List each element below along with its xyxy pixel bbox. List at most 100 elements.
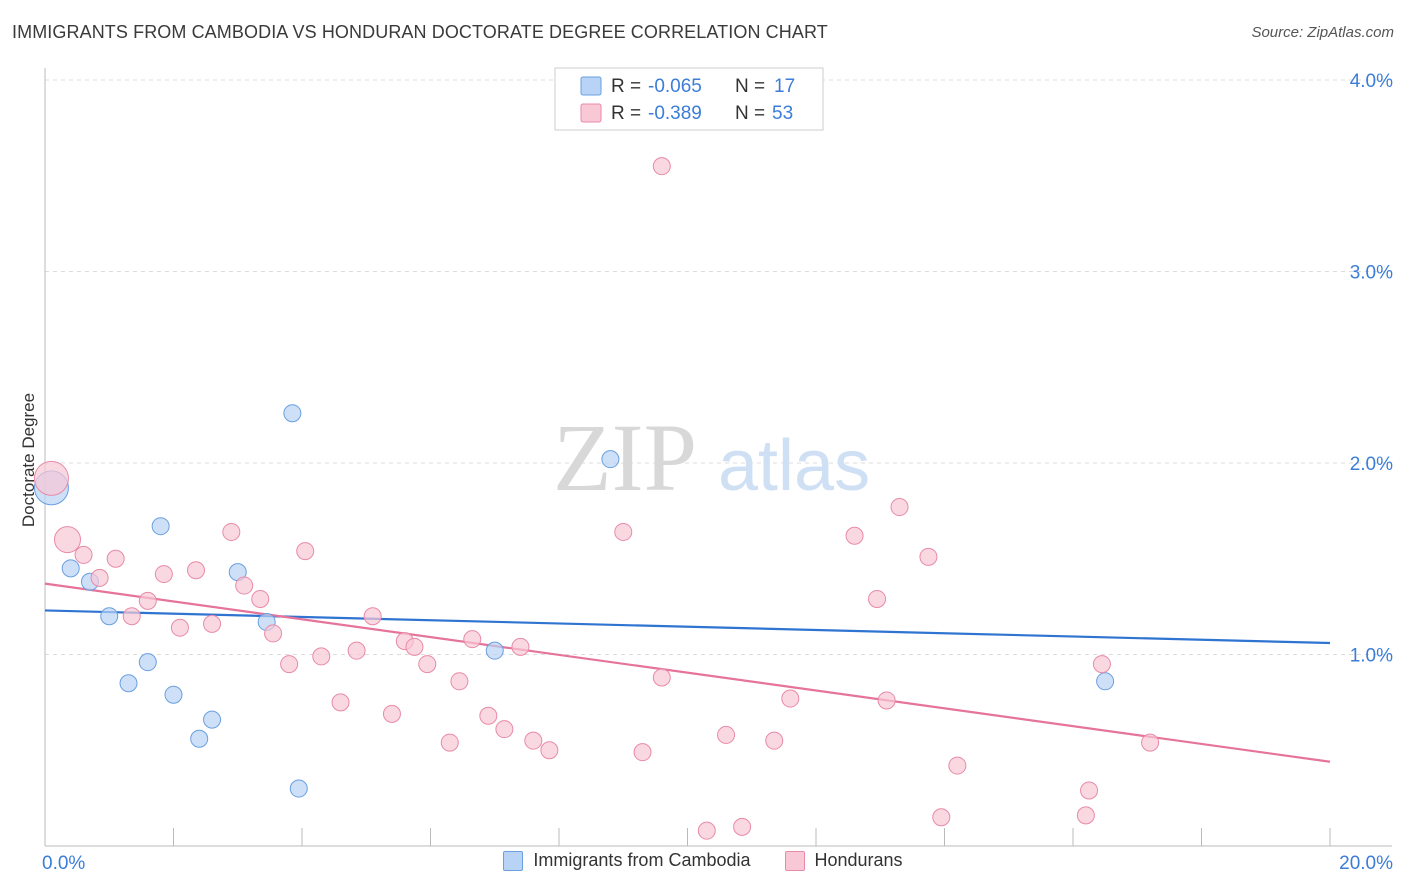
watermark-zip: ZIP: [553, 404, 697, 511]
legend-pink-r-value: -0.389: [648, 103, 702, 124]
hondurans-point: [1076, 806, 1095, 825]
hondurans-point: [347, 641, 366, 660]
legend-blue-r-value: -0.065: [648, 76, 702, 97]
legend-pink-swatch: [580, 103, 602, 123]
hondurans-point: [1092, 655, 1111, 674]
tick-labels: 1.0% 2.0% 3.0% 4.0% 0.0% 20.0%: [42, 71, 1393, 874]
hondurans-point: [495, 720, 514, 739]
hondurans-point: [1141, 733, 1160, 752]
cambodia-point: [283, 404, 302, 423]
cambodia-point: [61, 559, 80, 578]
hondurans-point: [781, 689, 800, 708]
hondurans-point: [932, 808, 951, 827]
hondurans-point: [363, 607, 382, 626]
legend-blue-n-value: 17: [774, 76, 795, 97]
hondurans-point: [948, 756, 967, 775]
legend-pink-n-value: 53: [772, 103, 793, 124]
hondurans-point: [733, 817, 752, 836]
hondurans-point: [170, 618, 189, 637]
x-tick-label: 20.0%: [1339, 853, 1393, 874]
legend-item-cambodia: Immigrants from Cambodia: [503, 850, 751, 871]
hondurans-point: [154, 565, 173, 584]
hondurans-point: [203, 614, 222, 633]
correlation-legend: R = -0.065 N = 17 R = -0.389 N = 53: [554, 67, 824, 131]
cambodia-point: [601, 450, 620, 469]
legend-blue-r-label: R =: [611, 76, 641, 97]
hondurans-point: [222, 522, 241, 541]
hondurans-point: [524, 731, 543, 750]
hondurans-trend-line: [44, 582, 1331, 763]
hondurans-point: [280, 655, 299, 674]
hondurans-point: [53, 526, 81, 554]
cambodia-swatch: [503, 850, 524, 871]
hondurans-point: [1080, 781, 1099, 800]
legend-blue-n-label: N =: [735, 76, 765, 97]
hondurans-point: [235, 576, 254, 595]
y-axis-label: Doctorate Degree: [19, 393, 38, 527]
hondurans-point: [418, 655, 437, 674]
legend-pink-n-label: N =: [735, 103, 765, 124]
hondurans-point: [122, 607, 141, 626]
hondurans-point: [382, 704, 401, 723]
hondurans-point: [877, 691, 896, 710]
watermark-atlas: atlas: [718, 426, 870, 506]
chart-title: IMMIGRANTS FROM CAMBODIA VS HONDURAN DOC…: [12, 22, 828, 42]
hondurans-point: [697, 821, 716, 840]
y-tick-label: 3.0%: [1350, 263, 1393, 284]
trend-lines: [44, 582, 1331, 763]
hondurans-point: [614, 522, 633, 541]
hondurans-point: [405, 637, 424, 656]
cambodia-point: [100, 607, 119, 626]
legend-blue-swatch: [580, 76, 602, 96]
hondurans-point: [312, 647, 331, 666]
hondurans-point: [33, 460, 69, 496]
cambodia-point: [1096, 672, 1115, 691]
hondurans-point: [479, 706, 498, 725]
hondurans-point: [264, 624, 283, 643]
hondurans-point: [74, 545, 93, 564]
cambodia-point: [203, 710, 222, 729]
hondurans-point: [919, 547, 938, 566]
hondurans-point: [296, 542, 315, 561]
cambodia-label: Immigrants from Cambodia: [533, 850, 751, 870]
gridlines: [45, 79, 1392, 655]
y-tick-label: 2.0%: [1350, 454, 1393, 475]
source-credit: Source: ZipAtlas.com: [1251, 24, 1394, 41]
cambodia-point: [289, 779, 308, 798]
cambodia-point: [164, 685, 183, 704]
watermark: ZIP atlas: [553, 404, 870, 511]
cambodia-point: [119, 674, 138, 693]
hondurans-point: [450, 672, 469, 691]
hondurans-point: [717, 725, 736, 744]
hondurans-point: [186, 561, 205, 580]
hondurans-point: [138, 591, 157, 610]
hondurans-point: [463, 630, 482, 649]
cambodia-trend-line: [44, 609, 1331, 645]
cambodia-point: [138, 653, 157, 672]
hondurans-point: [440, 733, 459, 752]
hondurans-point: [633, 743, 652, 762]
hondurans-point: [652, 157, 671, 176]
hondurans-label: Hondurans: [814, 850, 903, 870]
hondurans-point: [251, 589, 270, 608]
hondurans-swatch: [784, 850, 805, 871]
hondurans-point: [511, 637, 530, 656]
y-tick-label: 1.0%: [1350, 646, 1393, 667]
hondurans-point: [890, 498, 909, 517]
cambodia-point: [190, 729, 209, 748]
y-tick-label: 4.0%: [1350, 71, 1393, 92]
cambodia-point: [485, 641, 504, 660]
legend-item-hondurans: Hondurans: [784, 850, 903, 871]
cambodia-point: [151, 517, 170, 536]
hondurans-point: [868, 589, 887, 608]
hondurans-point: [90, 568, 109, 587]
hondurans-point: [540, 741, 559, 760]
hondurans-point: [652, 668, 671, 687]
hondurans-point: [845, 526, 864, 545]
legend-pink-r-label: R =: [611, 103, 641, 124]
hondurans-point: [106, 549, 125, 568]
hondurans-point: [765, 731, 784, 750]
series-legend: Immigrants from Cambodia Hondurans: [0, 850, 1406, 871]
x-tick-label: 0.0%: [42, 853, 85, 874]
